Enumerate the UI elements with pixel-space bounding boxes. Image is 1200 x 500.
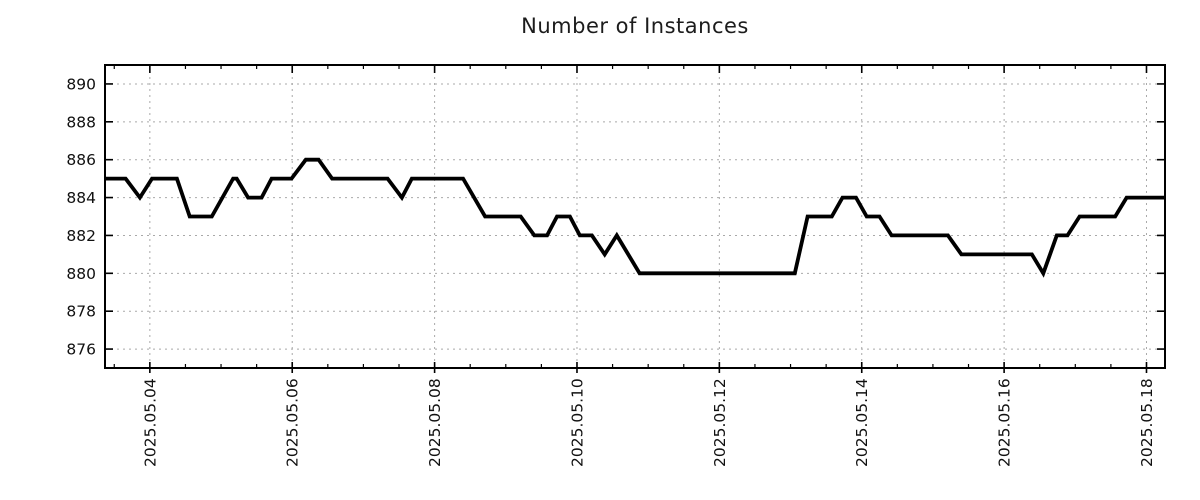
x-tick-label: 2025.05.08 xyxy=(426,378,444,467)
x-tick-label: 2025.05.04 xyxy=(141,378,159,467)
y-tick-label: 882 xyxy=(66,227,96,245)
y-tick-label: 880 xyxy=(66,265,96,283)
x-tick-label: 2025.05.18 xyxy=(1138,378,1156,467)
y-gridlines xyxy=(105,83,1165,350)
y-tick-label: 876 xyxy=(66,341,96,359)
plot-border xyxy=(104,64,1166,369)
x-tick-label: 2025.05.16 xyxy=(996,378,1014,467)
series-line-number-of-instances xyxy=(105,157,1165,278)
y-tick-label: 888 xyxy=(66,113,96,131)
x-tick-label: 2025.05.06 xyxy=(284,378,302,467)
x-gridlines xyxy=(149,65,1147,368)
y-tick-label: 890 xyxy=(66,75,96,93)
x-tick-label: 2025.05.10 xyxy=(568,378,586,467)
chart-title: Number of Instances xyxy=(521,14,749,38)
x-tick-label: 2025.05.12 xyxy=(711,378,729,467)
series-line xyxy=(105,157,1165,278)
y-tick-label: 884 xyxy=(66,189,96,207)
y-tick-label: 878 xyxy=(66,303,96,321)
y-tick-labels: 876 878 880 882 884 886 888 890 xyxy=(66,75,96,358)
x-tick-label: 2025.05.14 xyxy=(853,378,871,467)
y-ticks xyxy=(105,83,1165,350)
x-ticks xyxy=(113,65,1148,373)
x-tick-labels: 2025.05.04 2025.05.06 2025.05.08 2025.05.10… xyxy=(141,378,1156,467)
y-tick-label: 886 xyxy=(66,151,96,169)
